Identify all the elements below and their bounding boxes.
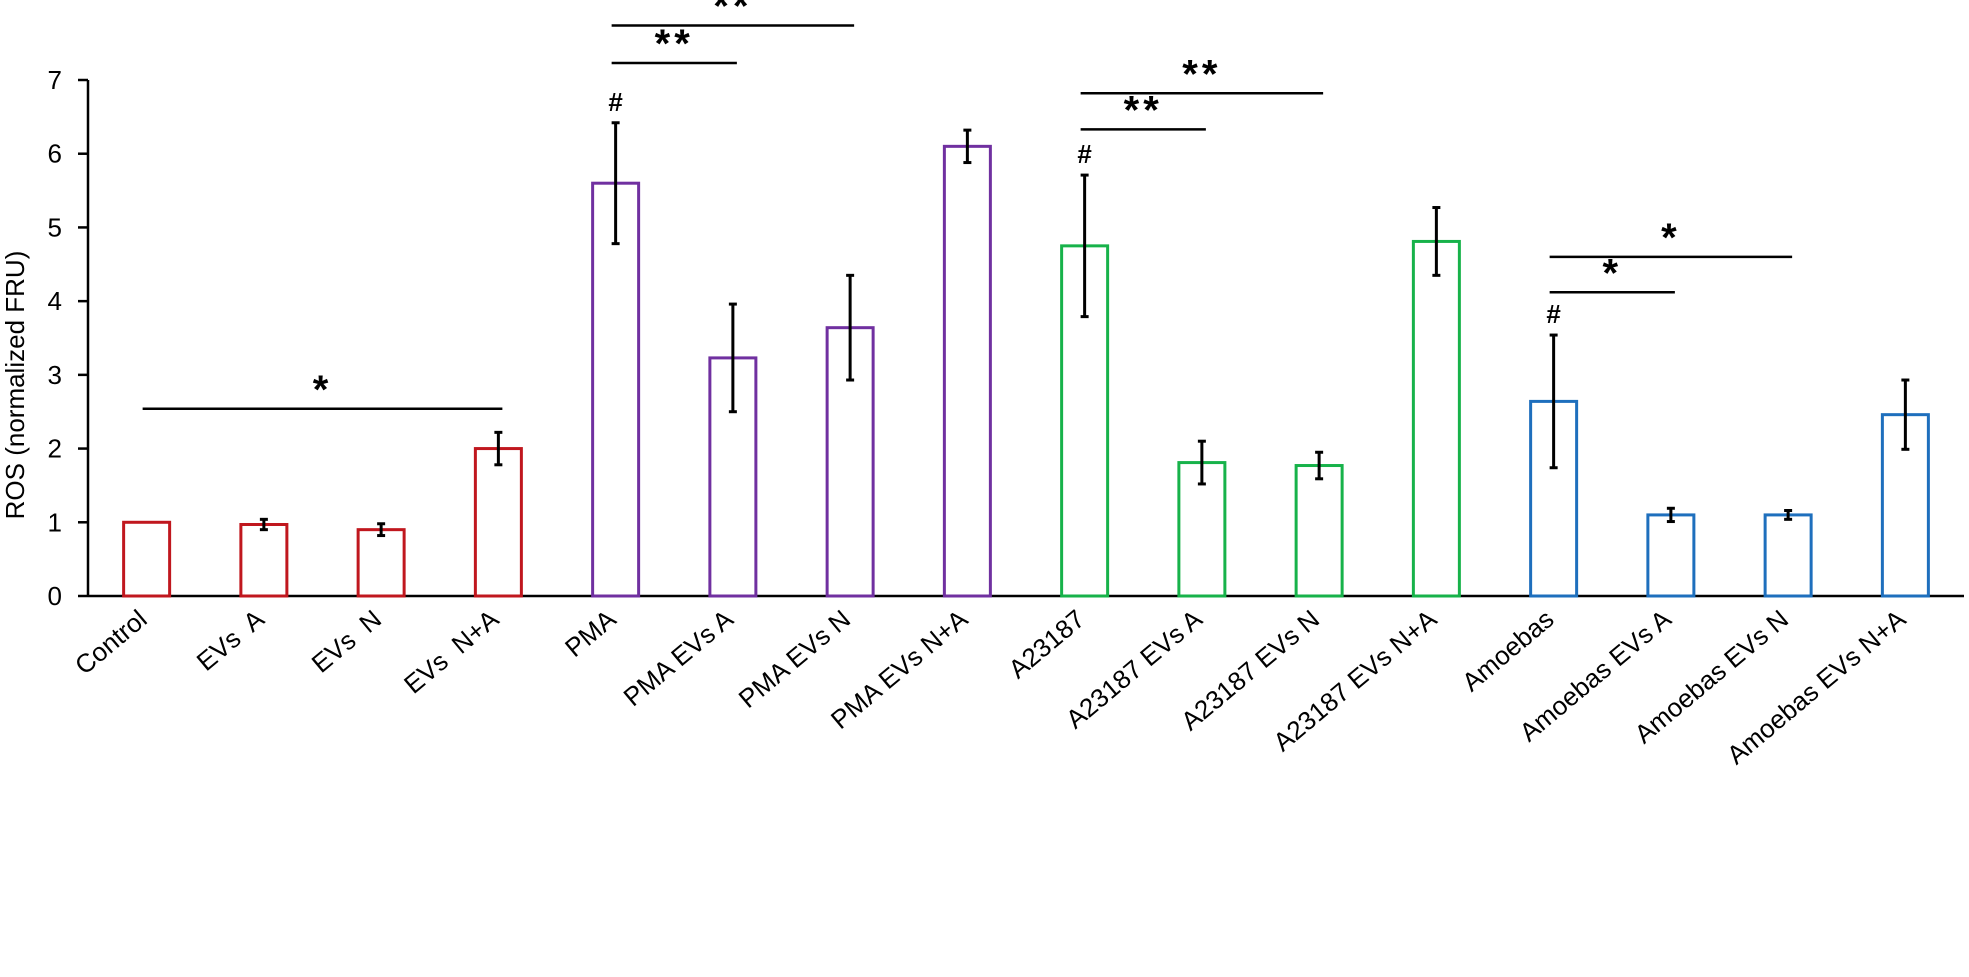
category-label: EVs A xyxy=(191,603,271,677)
bar xyxy=(1294,464,1344,598)
bar xyxy=(1763,513,1813,598)
hash-marker: # xyxy=(1546,299,1561,329)
bar xyxy=(239,522,289,598)
bar xyxy=(122,520,172,598)
hash-marker: # xyxy=(608,87,623,117)
bar xyxy=(1646,513,1696,598)
significance-label: * xyxy=(1661,216,1681,260)
category-label: EVs N xyxy=(306,604,387,679)
y-tick-label: 1 xyxy=(48,507,62,537)
hash-marker: # xyxy=(1077,139,1092,169)
category-label: A23187 xyxy=(1003,604,1091,685)
y-tick-label: 2 xyxy=(48,434,62,464)
category-label: PMA EVs A xyxy=(618,603,740,712)
category-label: PMA xyxy=(559,603,622,663)
y-tick-label: 5 xyxy=(48,212,62,242)
bars xyxy=(122,144,1930,598)
significance-brackets: *********** xyxy=(142,0,1793,412)
bar xyxy=(473,447,523,598)
y-axis-label: ROS (normalized FRU) xyxy=(0,251,30,520)
hash-markers: # # # xyxy=(608,87,1561,329)
significance-label: * xyxy=(313,368,333,412)
significance-label: ** xyxy=(713,0,752,28)
category-label: Amoebas xyxy=(1456,604,1559,698)
y-tick-label: 0 xyxy=(48,581,62,611)
y-tick-label: 7 xyxy=(48,65,62,95)
y-tick-label: 4 xyxy=(48,286,62,316)
significance-label: * xyxy=(1602,251,1622,295)
significance-label: ** xyxy=(1182,52,1221,96)
significance-label: ** xyxy=(1124,88,1163,132)
error-bars xyxy=(259,121,1910,538)
bar xyxy=(825,326,875,598)
category-label: PMA EVs N xyxy=(733,604,856,714)
bar xyxy=(1411,239,1461,598)
bar xyxy=(356,528,406,598)
significance-label: ** xyxy=(655,22,694,66)
bar xyxy=(942,144,992,598)
y-axis: 0 1 2 3 4 5 6 7 xyxy=(48,65,90,611)
category-label: Control xyxy=(69,604,152,681)
category-label: EVs N+A xyxy=(398,603,505,699)
y-tick-label: 6 xyxy=(48,139,62,169)
y-tick-label: 3 xyxy=(48,360,62,390)
